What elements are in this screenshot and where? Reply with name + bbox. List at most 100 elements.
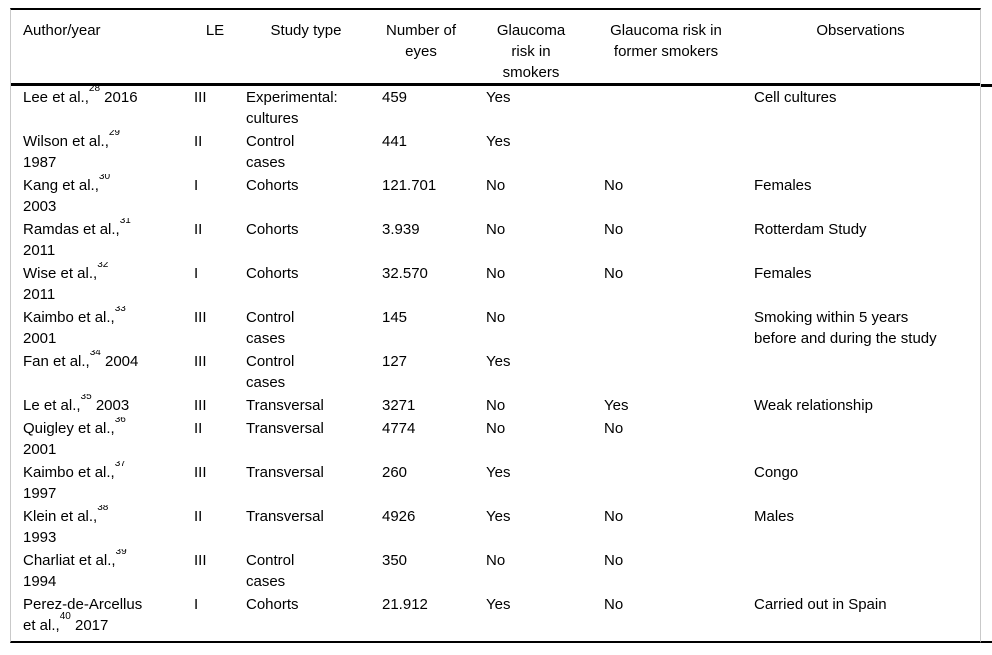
observations-cell: Females	[754, 265, 812, 282]
eyes-cell: 121.701	[382, 177, 437, 194]
bottom-rule-extension	[981, 641, 992, 643]
observations-cell: Females	[754, 177, 812, 194]
smokers-cell: Yes	[486, 353, 511, 370]
former-smokers-cell: No	[604, 552, 624, 569]
former-smokers-cell	[591, 85, 741, 131]
reference-superscript: 38	[97, 505, 109, 513]
reference-superscript: 31	[119, 218, 131, 226]
study-type-cell: Control cases	[246, 353, 295, 391]
header-risk-former-smokers: Glaucoma risk in former smokers	[591, 10, 741, 86]
eyes-cell: 21.912	[382, 596, 428, 613]
author-cell: Lee et al.,28 2016	[23, 84, 138, 107]
observations-cell: Cell cultures	[754, 89, 837, 106]
author-cell: Charliat et al.,39 1994	[11, 549, 189, 593]
observations-cell	[741, 417, 980, 461]
former-smokers-cell	[591, 350, 741, 394]
le-cell: III	[194, 89, 207, 106]
author-cell: Perez-de-Arcellus et al.,40 2017	[23, 596, 143, 634]
table-row: Le et al.,35 2003 III Transversal 3271 No Yes…	[11, 394, 980, 417]
study-type-cell: Cohorts	[246, 177, 299, 194]
study-type-cell: Transversal	[246, 397, 324, 414]
header-risk-smokers: Glaucoma risk in smokers	[471, 10, 591, 86]
eyes-cell: 4926	[382, 508, 416, 525]
former-smokers-cell	[591, 461, 741, 505]
le-cell: III	[194, 309, 207, 326]
le-cell: II	[194, 508, 203, 525]
header-le: LE	[189, 10, 241, 86]
header-row: Author/year LE Study type Number of eyes…	[11, 10, 980, 86]
observations-cell	[741, 350, 980, 394]
reference-superscript: 34	[89, 350, 101, 358]
study-type-cell: Transversal	[246, 464, 324, 481]
observations-cell	[741, 549, 980, 593]
study-type-cell: Cohorts	[246, 221, 299, 238]
study-table-frame: Author/year LE Study type Number of eyes…	[10, 8, 981, 643]
former-smokers-cell: No	[604, 420, 624, 437]
eyes-cell: 459	[382, 89, 408, 106]
reference-superscript: 33	[114, 306, 126, 314]
eyes-cell: 260	[382, 464, 408, 481]
table-row: Ramdas et al.,31 2011 II Cohorts 3.939 No No R…	[11, 218, 980, 262]
le-cell: III	[194, 397, 207, 414]
reference-superscript: 36	[114, 417, 126, 425]
former-smokers-cell: Yes	[604, 397, 629, 414]
smokers-cell: No	[486, 552, 506, 569]
observations-cell: Carried out in Spain	[754, 596, 887, 613]
smokers-cell: Yes	[486, 133, 511, 150]
smokers-cell: No	[486, 177, 506, 194]
author-cell: Le et al.,35 2003	[11, 394, 189, 417]
table-row: Lee et al.,28 2016 III Experimental: cultu…	[11, 85, 980, 131]
eyes-cell: 3271	[382, 397, 416, 414]
table-header: Author/year LE Study type Number of eyes…	[11, 10, 980, 86]
le-cell: II	[194, 420, 203, 437]
eyes-cell: 32.570	[382, 265, 428, 282]
smokers-cell: No	[486, 265, 506, 282]
smokers-cell: No	[486, 309, 506, 326]
former-smokers-cell: No	[604, 221, 624, 238]
table-row: Charliat et al.,39 1994 III Control cases 3…	[11, 549, 980, 593]
table-row: Kaimbo et al.,37 1997 III Transversal 260 Ye…	[11, 461, 980, 505]
author-cell: Klein et al.,38 1993	[11, 505, 189, 549]
le-cell: III	[194, 353, 207, 370]
table-row: Perez-de-Arcellus et al.,40 2017 I Cohorts…	[11, 593, 980, 637]
reference-superscript: 32	[97, 262, 109, 270]
table-row: Kang et al.,30 2003 I Cohorts 121.701 No No Fe…	[11, 174, 980, 218]
smokers-cell: No	[486, 397, 506, 414]
study-type-cell: Cohorts	[246, 265, 299, 282]
author-cell: Quigley et al.,36 2001	[11, 417, 189, 461]
reference-superscript: 29	[108, 130, 120, 138]
smokers-cell: Yes	[486, 596, 511, 613]
header-divider-extension	[981, 84, 992, 87]
former-smokers-cell: No	[604, 596, 624, 613]
author-cell: Wilson et al.,29 1987	[11, 130, 189, 174]
table-row: Wise et al.,32 2011 I Cohorts 32.570 No No Fem…	[11, 262, 980, 306]
author-cell: Ramdas et al.,31 2011	[11, 218, 189, 262]
observations-cell: Smoking within 5 years before and during…	[754, 309, 937, 347]
reference-superscript: 28	[88, 84, 101, 94]
study-type-cell: Experimental: cultures	[246, 89, 338, 127]
study-type-cell: Control cases	[246, 133, 295, 171]
author-cell: Fan et al.,34 2004	[11, 350, 189, 394]
eyes-cell: 145	[382, 309, 408, 326]
former-smokers-cell: No	[604, 265, 624, 282]
le-cell: III	[194, 552, 207, 569]
former-smokers-cell: No	[604, 177, 624, 194]
table-row: Kaimbo et al.,33 2001 III Control cases 145…	[11, 306, 980, 350]
study-type-cell: Transversal	[246, 508, 324, 525]
study-type-cell: Transversal	[246, 420, 324, 437]
observations-cell: Congo	[754, 464, 799, 481]
study-type-cell: Control cases	[246, 309, 295, 347]
le-cell: I	[194, 177, 199, 194]
header-author-year: Author/year	[11, 10, 189, 86]
table-row: Quigley et al.,36 2001 II Transversal 4774 N…	[11, 417, 980, 461]
reference-superscript: 39	[115, 549, 127, 557]
eyes-cell: 441	[382, 133, 408, 150]
former-smokers-cell	[591, 130, 741, 174]
reference-superscript: 37	[114, 461, 126, 469]
table-row: Wilson et al.,29 1987 II Control cases 441 Y…	[11, 130, 980, 174]
observations-cell: Weak relationship	[754, 397, 873, 414]
smokers-cell: No	[486, 420, 506, 437]
eyes-cell: 4774	[382, 420, 416, 437]
header-observations: Observations	[741, 10, 980, 86]
smokers-cell: Yes	[486, 464, 511, 481]
